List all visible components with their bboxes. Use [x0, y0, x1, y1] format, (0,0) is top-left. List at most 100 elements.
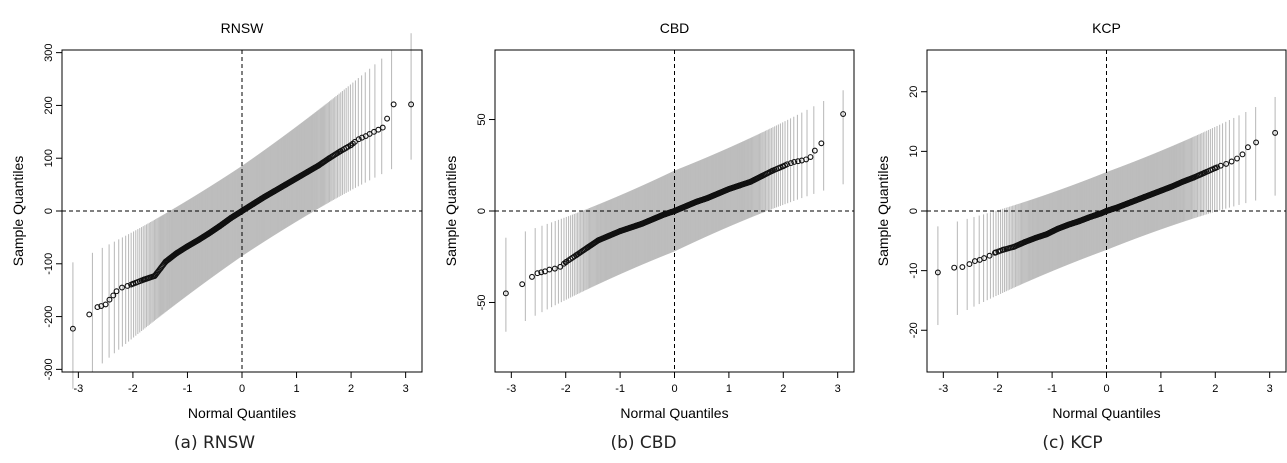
qq-point: [140, 276, 147, 283]
y-tick-label: -10: [908, 263, 920, 279]
x-tick-label: 2: [780, 383, 786, 395]
qq-point: [682, 203, 689, 210]
y-tick-label: -200: [43, 306, 55, 328]
y-tick-label: 10: [908, 145, 920, 157]
qq-point: [1054, 225, 1061, 232]
y-axis-label: Sample Quantiles: [443, 156, 459, 267]
x-tick-label: 2: [1212, 383, 1218, 395]
qq-point: [86, 311, 93, 318]
qq-point: [951, 264, 958, 271]
x-tick-label: -2: [561, 383, 571, 395]
qq-point: [217, 222, 224, 229]
qq-point: [124, 283, 131, 289]
qq-point: [758, 173, 765, 180]
qq-point: [934, 269, 941, 276]
x-tick-label: -3: [506, 383, 516, 395]
qq-point: [562, 259, 569, 266]
qq-point: [1136, 196, 1143, 203]
qq-point: [1000, 246, 1007, 253]
caption-a: (a) RNSW: [173, 433, 256, 453]
qq-point: [803, 156, 810, 163]
qq-point: [1179, 178, 1186, 185]
qq-point: [595, 237, 602, 244]
y-tick-label: -100: [43, 253, 55, 275]
qq-point: [249, 201, 256, 208]
qq-point: [151, 272, 158, 279]
qq-point: [1125, 200, 1132, 207]
y-tick-label: 100: [43, 149, 55, 167]
caption-b: (b) CBD: [610, 433, 677, 453]
qq-point: [1087, 214, 1094, 220]
qq-point: [1032, 234, 1039, 241]
qq-point: [94, 304, 101, 311]
qq-point: [519, 281, 526, 288]
y-tick-label: 20: [908, 86, 920, 98]
qq-point: [1201, 169, 1208, 176]
qq-point: [282, 181, 289, 188]
qq-point: [271, 187, 278, 194]
qq-point: [184, 243, 191, 250]
x-tick-label: 3: [835, 383, 841, 395]
qq-point: [195, 237, 202, 243]
x-tick-label: -3: [73, 383, 83, 395]
qq-point: [584, 244, 591, 251]
qq-point: [304, 168, 311, 175]
qq-point: [1228, 158, 1235, 165]
qq-point: [981, 255, 988, 262]
qq-point: [1065, 221, 1072, 228]
qq-point: [1234, 155, 1240, 162]
qq-point: [529, 273, 535, 280]
qq-point: [390, 101, 397, 108]
x-axis-label: Normal Quantiles: [620, 405, 728, 421]
y-axis-label: Sample Quantiles: [10, 156, 26, 267]
x-tick-label: 0: [239, 383, 245, 395]
panel-cbd: -3 -2 -1 0 1 2 3 -50 0 50 CBD Normal Quantiles Sampl…: [443, 20, 855, 421]
qq-point: [638, 220, 645, 227]
qq-point: [355, 136, 362, 143]
qq-point: [173, 250, 180, 257]
y-tick-label: -20: [908, 322, 920, 338]
qq-point: [811, 147, 818, 154]
qq-point: [534, 270, 541, 277]
qq-point: [971, 258, 978, 265]
qq-point: [337, 148, 344, 155]
x-tick-label: 0: [1103, 383, 1109, 395]
qq-point: [791, 159, 798, 165]
panel-title: KCP: [1092, 20, 1121, 36]
qq-point: [966, 261, 973, 268]
y-tick-label: 50: [476, 113, 488, 125]
qq-point: [119, 284, 125, 291]
qq-point: [228, 214, 235, 221]
y-tick-label: 0: [43, 208, 55, 214]
qq-point: [1168, 183, 1175, 190]
x-tick-label: -3: [938, 383, 948, 395]
qq-point: [379, 124, 386, 131]
qq-point: [384, 115, 391, 122]
y-tick-label: 200: [43, 96, 55, 114]
qq-point: [1253, 139, 1260, 146]
qq-point: [1043, 231, 1050, 238]
x-tick-label: -2: [128, 383, 138, 395]
qq-point: [326, 155, 333, 162]
y-tick-label: 0: [908, 208, 920, 214]
y-tick-label: -50: [476, 295, 488, 311]
qq-point: [1011, 243, 1017, 250]
qq-point: [747, 178, 754, 185]
qq-point: [538, 269, 545, 276]
qq-point: [807, 154, 814, 160]
qq-point: [1147, 191, 1153, 198]
x-tick-label: 1: [1158, 383, 1164, 395]
qq-point: [693, 198, 700, 205]
qq-point: [502, 290, 509, 297]
qq-point: [1103, 208, 1110, 214]
sample-points: [69, 101, 415, 332]
qq-point: [1272, 129, 1279, 136]
x-tick-label: 0: [671, 383, 677, 395]
qq-point: [1212, 165, 1219, 172]
qq-point: [546, 266, 553, 273]
qq-point: [315, 162, 322, 169]
y-tick-label: 0: [476, 208, 488, 214]
qq-point: [110, 292, 117, 299]
x-tick-label: 3: [1267, 383, 1273, 395]
